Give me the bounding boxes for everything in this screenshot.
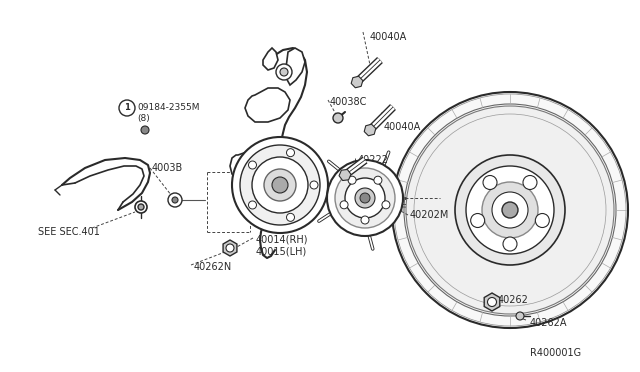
Circle shape xyxy=(168,193,182,207)
Circle shape xyxy=(232,137,328,233)
Text: 40207: 40207 xyxy=(504,210,535,220)
Circle shape xyxy=(310,181,318,189)
Circle shape xyxy=(482,182,538,238)
Circle shape xyxy=(276,64,292,80)
Circle shape xyxy=(406,106,614,314)
Polygon shape xyxy=(339,170,351,180)
Circle shape xyxy=(172,197,178,203)
Circle shape xyxy=(502,202,518,218)
Polygon shape xyxy=(223,240,237,256)
Circle shape xyxy=(535,214,549,228)
Polygon shape xyxy=(245,88,290,122)
Circle shape xyxy=(355,188,375,208)
Text: R400001G: R400001G xyxy=(530,348,581,358)
Circle shape xyxy=(382,201,390,209)
Polygon shape xyxy=(263,48,278,70)
Circle shape xyxy=(392,92,628,328)
Circle shape xyxy=(141,126,149,134)
Polygon shape xyxy=(285,48,305,85)
Circle shape xyxy=(361,216,369,224)
Circle shape xyxy=(516,312,524,320)
Circle shape xyxy=(119,100,135,116)
Circle shape xyxy=(327,160,403,236)
Text: 40040A: 40040A xyxy=(384,122,421,132)
Circle shape xyxy=(360,193,370,203)
Text: 40014(RH): 40014(RH) xyxy=(256,235,308,245)
Circle shape xyxy=(340,201,348,209)
Circle shape xyxy=(466,166,554,254)
Circle shape xyxy=(345,178,385,218)
Circle shape xyxy=(374,176,382,184)
Circle shape xyxy=(280,68,288,76)
Circle shape xyxy=(503,237,517,251)
Text: (8): (8) xyxy=(137,115,150,124)
Text: 09184-2355M: 09184-2355M xyxy=(137,103,200,112)
Polygon shape xyxy=(484,293,500,311)
Text: 40040A: 40040A xyxy=(370,32,407,42)
Circle shape xyxy=(248,201,257,209)
Text: SEE SEC.401: SEE SEC.401 xyxy=(38,227,100,237)
Text: 40262: 40262 xyxy=(498,295,529,305)
Circle shape xyxy=(264,169,296,201)
Circle shape xyxy=(455,155,565,265)
Circle shape xyxy=(135,201,147,213)
Text: 40262A: 40262A xyxy=(530,318,568,328)
Circle shape xyxy=(483,176,497,189)
Circle shape xyxy=(240,145,320,225)
Circle shape xyxy=(523,176,537,189)
Text: 4003B: 4003B xyxy=(152,163,183,173)
Text: 40262N: 40262N xyxy=(194,262,232,272)
Text: 40202M: 40202M xyxy=(410,210,449,220)
Text: 1: 1 xyxy=(124,103,130,112)
Circle shape xyxy=(252,157,308,213)
Text: 40038C: 40038C xyxy=(330,97,367,107)
Text: 40015(LH): 40015(LH) xyxy=(256,246,307,256)
Circle shape xyxy=(226,244,234,252)
Circle shape xyxy=(287,149,294,157)
Circle shape xyxy=(470,214,484,228)
Circle shape xyxy=(488,298,497,307)
Circle shape xyxy=(492,192,528,228)
Circle shape xyxy=(335,168,395,228)
Polygon shape xyxy=(364,124,376,136)
Circle shape xyxy=(272,177,288,193)
Polygon shape xyxy=(351,76,363,88)
Circle shape xyxy=(333,113,343,123)
Text: 40222: 40222 xyxy=(358,155,389,165)
Circle shape xyxy=(138,204,144,210)
Polygon shape xyxy=(230,148,282,180)
Circle shape xyxy=(287,213,294,221)
Circle shape xyxy=(248,161,257,169)
Circle shape xyxy=(348,176,356,184)
